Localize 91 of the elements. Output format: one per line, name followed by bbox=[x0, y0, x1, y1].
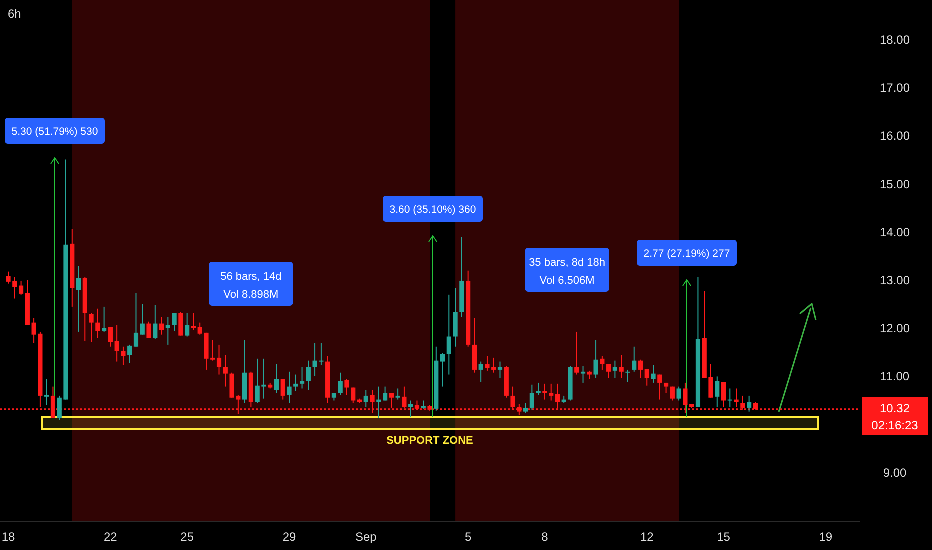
candlestick bbox=[216, 344, 222, 376]
candlestick bbox=[128, 344, 132, 364]
x-tick-label: Sep bbox=[355, 530, 378, 544]
candlestick bbox=[153, 304, 158, 340]
candlestick bbox=[594, 340, 598, 379]
candlestick bbox=[408, 400, 414, 418]
candlestick bbox=[389, 392, 394, 408]
x-tick-label: 19 bbox=[819, 530, 833, 544]
candlestick bbox=[644, 368, 650, 386]
candlestick bbox=[446, 294, 452, 376]
candlestick bbox=[134, 292, 139, 348]
candlestick bbox=[18, 280, 24, 296]
candlestick bbox=[606, 364, 612, 379]
text: 02:16:23 bbox=[872, 418, 919, 432]
candlestick bbox=[185, 312, 190, 338]
candlestick bbox=[632, 346, 637, 372]
candlestick bbox=[574, 331, 580, 376]
y-tick-label: 9.00 bbox=[883, 466, 907, 480]
candlestick bbox=[76, 266, 82, 332]
candlestick bbox=[108, 326, 113, 348]
band-label: 56 bars, 14d Vol 8.898M bbox=[220, 271, 282, 301]
y-tick-label: 13.00 bbox=[880, 273, 910, 288]
candlestick bbox=[306, 360, 311, 391]
annotation: 5.30 (51.79%) 530 bbox=[12, 126, 98, 138]
y-tick-label: 15.00 bbox=[880, 177, 910, 192]
candlestick bbox=[580, 366, 586, 384]
x-tick-label: 29 bbox=[282, 530, 296, 544]
candlestick bbox=[530, 384, 534, 410]
y-tick-label: 16.00 bbox=[880, 129, 910, 144]
candlestick bbox=[676, 386, 682, 402]
candlestick bbox=[478, 361, 484, 382]
candlestick bbox=[382, 386, 388, 402]
candlestick bbox=[619, 354, 624, 379]
y-tick-label: 11.00 bbox=[880, 370, 910, 384]
candlestick bbox=[440, 352, 446, 388]
candlestick bbox=[715, 376, 720, 408]
candlestick bbox=[300, 366, 305, 390]
candlestick bbox=[351, 387, 356, 404]
y-tick-label: 18.00 bbox=[880, 32, 910, 47]
candlestick bbox=[747, 395, 752, 412]
x-tick-label: 5 bbox=[464, 530, 472, 544]
candlestick bbox=[223, 354, 228, 388]
y-tick-label: 17.00 bbox=[880, 81, 910, 96]
candlestick bbox=[728, 388, 732, 408]
candlestick bbox=[159, 316, 164, 336]
candlestick bbox=[626, 369, 630, 382]
candlestick bbox=[658, 374, 662, 400]
candlestick bbox=[338, 372, 343, 396]
candlestick bbox=[178, 312, 184, 336]
candlestick bbox=[287, 371, 292, 404]
x-tick-label: 18 bbox=[2, 530, 16, 544]
candlestick bbox=[96, 308, 100, 339]
candlestick bbox=[294, 374, 298, 392]
annotation: 2.77 (27.19%) 277 bbox=[644, 248, 730, 260]
candlestick bbox=[114, 324, 120, 362]
candlestick bbox=[166, 316, 170, 346]
candlestick bbox=[612, 360, 618, 379]
y-tick-label: 14.00 bbox=[880, 225, 910, 240]
candlestick bbox=[364, 390, 368, 408]
x-tick-label: 12 bbox=[640, 530, 654, 544]
candlestick bbox=[280, 378, 286, 400]
ref-line-label: 10.32 bbox=[880, 401, 910, 416]
candlestick bbox=[542, 383, 548, 400]
candlestick bbox=[498, 361, 503, 379]
candlestick bbox=[89, 312, 94, 343]
candlestick bbox=[344, 378, 350, 396]
candlestick bbox=[172, 312, 177, 332]
x-tick-label: 8 bbox=[542, 530, 549, 544]
x-tick-label: 25 bbox=[180, 530, 194, 544]
candlestick bbox=[651, 364, 656, 384]
candlestick bbox=[536, 382, 541, 396]
candlestick bbox=[523, 402, 528, 414]
candlestick bbox=[549, 383, 554, 402]
band-label: SUPPORT ZONE bbox=[386, 435, 474, 448]
candlestick bbox=[44, 378, 50, 406]
candlestick bbox=[396, 388, 400, 400]
candlestick bbox=[638, 359, 644, 379]
x-tick-label: 15 bbox=[717, 530, 731, 544]
text: 6h bbox=[8, 7, 22, 21]
band-label: 35 bars, 8d 18h Vol 6.506M bbox=[529, 257, 606, 287]
candlestick bbox=[140, 304, 145, 336]
candlestick bbox=[670, 386, 675, 402]
x-tick-label: 22 bbox=[104, 530, 118, 544]
candlestick bbox=[102, 306, 107, 332]
annotation: 3.60 (35.10%) 360 bbox=[390, 204, 476, 216]
candlestick bbox=[191, 312, 196, 331]
candlestick bbox=[121, 346, 126, 366]
candlestick bbox=[600, 356, 605, 370]
y-tick-label: 12.00 bbox=[880, 322, 910, 336]
candlestick bbox=[146, 321, 152, 339]
candlestick bbox=[274, 364, 280, 394]
